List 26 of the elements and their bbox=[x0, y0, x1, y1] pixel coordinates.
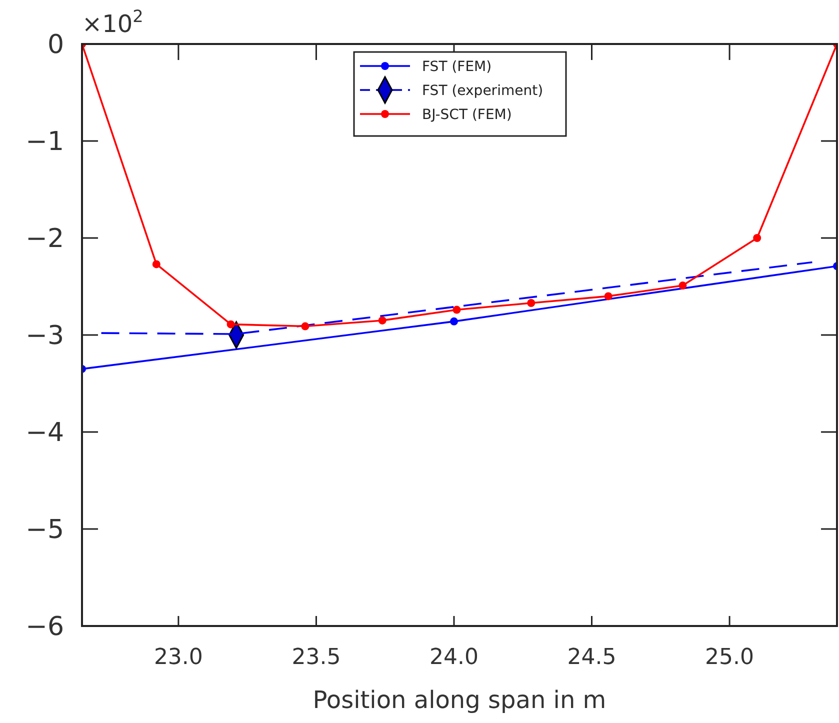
point bbox=[753, 234, 762, 242]
y-tick-label: −1 bbox=[26, 127, 64, 158]
x-tick-label: 23.5 bbox=[292, 645, 341, 670]
point bbox=[152, 260, 160, 268]
y-tick-label: 0 bbox=[47, 30, 64, 60]
point bbox=[527, 298, 536, 307]
legend-label: FST (FEM) bbox=[422, 58, 492, 75]
point bbox=[226, 320, 235, 328]
y-tick-label: −2 bbox=[26, 224, 64, 254]
legend-label: FST (experiment) bbox=[422, 82, 544, 99]
y-tick-label: −6 bbox=[26, 612, 64, 642]
text: ×10$^{2}$ bbox=[82, 6, 144, 38]
point bbox=[452, 306, 461, 314]
x-tick-label: 24.0 bbox=[429, 645, 478, 670]
legend-label: BJ-SCT (FEM) bbox=[422, 106, 512, 123]
y-tick-label: −5 bbox=[26, 515, 64, 546]
point bbox=[604, 292, 612, 300]
x-tick-label: 23.0 bbox=[154, 645, 203, 670]
x-tick-label: 24.5 bbox=[567, 645, 616, 670]
x-tick-label: 25.0 bbox=[705, 645, 754, 670]
point bbox=[678, 282, 687, 290]
x-axis-title: Position along span in m bbox=[312, 686, 606, 714]
point bbox=[301, 322, 310, 330]
y-tick-label: −3 bbox=[26, 321, 64, 352]
y-tick-label: −4 bbox=[26, 418, 64, 448]
point bbox=[378, 316, 386, 324]
